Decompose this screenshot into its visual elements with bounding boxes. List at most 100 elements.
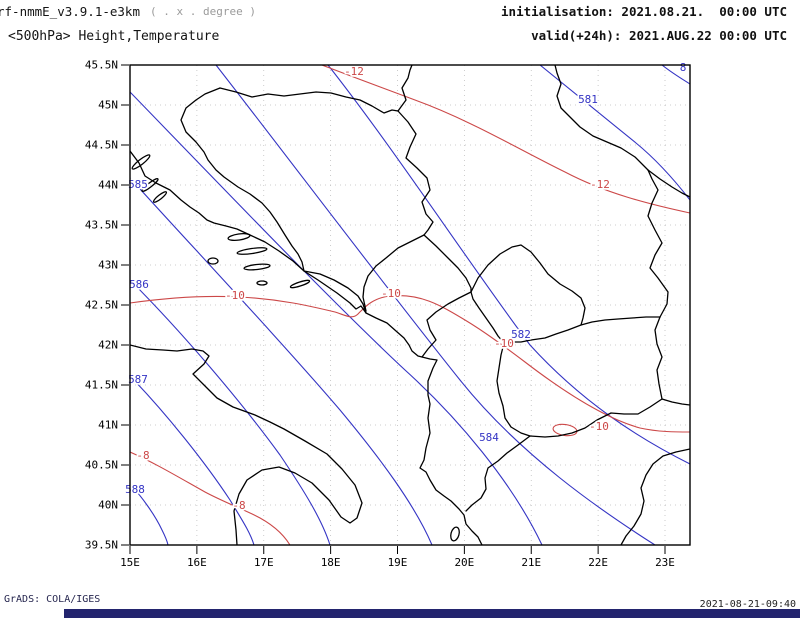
height-contour-585 (130, 177, 433, 545)
height-contour-582 (327, 65, 690, 465)
height-contour-583 (215, 65, 656, 545)
island (450, 526, 460, 542)
y-axis-label: 42.5N (85, 299, 118, 312)
initialisation-text: initialisation: 2021.08.21. 00:00 UTC (501, 4, 787, 19)
y-axis-label: 45.5N (85, 59, 118, 72)
temp-contour-label: -8 (232, 499, 245, 512)
x-axis-label: 21E (521, 556, 541, 569)
height-contours (130, 65, 690, 545)
height-contour-labels: 8 581 585 586 582 587 584 588 (123, 59, 688, 498)
x-axis-label: 18E (321, 556, 341, 569)
valid-time-text: valid(+24h): 2021.AUG.22 00:00 UTC (531, 28, 787, 43)
height-contour-label: 582 (511, 328, 531, 341)
y-axis-label: 41N (98, 419, 118, 432)
temperature-contour-labels: -12 -12 -10 -10 -10 -10 -8 -8 (135, 63, 612, 514)
border-drina-bosnia-serbia (397, 110, 434, 236)
border-greece-bulgaria (661, 398, 690, 406)
height-contour-586 (130, 279, 331, 545)
temp-contour-minus8 (130, 451, 291, 545)
border-kosovo-outline (470, 244, 586, 344)
grid-resolution-note: ( . x . degree ) (150, 5, 256, 18)
x-axis-label: 22E (588, 556, 608, 569)
plot-timestamp-text: 2021-08-21-09:40 (700, 599, 796, 610)
temp-contour-label: -10 (589, 420, 609, 433)
gridlines (130, 65, 690, 545)
border-serbia-macedonia (580, 316, 661, 326)
border-albania-greece (465, 435, 531, 512)
height-contour-587 (130, 375, 255, 545)
island (236, 247, 268, 255)
x-axis-label: 19E (388, 556, 408, 569)
island (243, 263, 271, 271)
height-contour-label: 581 (578, 93, 598, 106)
border-bosnia-south-coastal (303, 270, 367, 314)
x-axis: 15E 16E 17E 18E 19E 20E 21E 22E 23E (120, 546, 675, 569)
x-axis-label: 17E (254, 556, 274, 569)
bottom-bar[interactable] (64, 609, 800, 618)
border-serbia-romania (554, 65, 649, 171)
temp-contour-label: -12 (344, 65, 364, 78)
height-contour-label: 585 (128, 178, 148, 191)
border-montenegro-serbia (423, 234, 472, 293)
temp-contour-minus12 (321, 65, 690, 214)
height-contour-580 (661, 65, 690, 85)
field-title-text: <500hPa> Height,Temperature (8, 29, 219, 44)
temp-contour-label: -8 (136, 449, 149, 462)
x-axis-label: 20E (454, 556, 474, 569)
y-axis-label: 43N (98, 259, 118, 272)
y-axis-label: 41.5N (85, 379, 118, 392)
temp-contour-label: -10 (494, 337, 514, 350)
x-axis-label: 15E (120, 556, 140, 569)
y-axis: 45.5N 45N 44.5N 44N 43.5N 43N 42.5N 42N 41.5N 41N… (85, 59, 129, 552)
height-contour-label: 8 (680, 61, 687, 74)
temp-contour-label: -12 (590, 178, 610, 191)
coastline-adriatic-east (130, 150, 483, 545)
y-axis-label: 44.5N (85, 139, 118, 152)
height-contour-584 (130, 91, 543, 545)
island (227, 233, 251, 241)
x-axis-label: 16E (187, 556, 207, 569)
border-bosnia-montenegro (362, 234, 425, 312)
y-axis-label: 44N (98, 179, 118, 192)
temp-contour-label: -10 (225, 289, 245, 302)
border-croatia-bosnia-west (180, 87, 305, 272)
island (141, 177, 159, 193)
border-serbia-bulgaria (647, 169, 669, 318)
height-contour-label: 584 (479, 431, 499, 444)
island (207, 257, 219, 265)
border-macedonia-greece (529, 398, 663, 438)
island (256, 280, 268, 286)
island (289, 279, 311, 289)
height-contour-label: 588 (125, 483, 145, 496)
height-contour-588 (130, 483, 169, 545)
border-montenegro-albania (421, 291, 472, 358)
temp-contour-label: -10 (381, 287, 401, 300)
y-axis-label: 40.5N (85, 459, 118, 472)
border-croatia-serbia-danube (397, 65, 413, 112)
island (152, 191, 168, 203)
border-sava-bosnia-north (219, 87, 399, 114)
border-romania-bulgaria-danube (647, 169, 690, 198)
temp-contour-minus10 (130, 294, 690, 433)
grads-credit-text: GrADS: COLA/IGES (4, 594, 100, 605)
height-contour-label: 587 (128, 373, 148, 386)
y-axis-label: 40N (98, 499, 118, 512)
border-albania-macedonia (496, 342, 531, 437)
map-frame (129, 64, 691, 546)
y-axis-label: 43.5N (85, 219, 118, 232)
border-macedonia-bulgaria (654, 316, 663, 400)
temperature-contours (130, 65, 690, 545)
x-axis-label: 23E (655, 556, 675, 569)
coastlines-and-borders (130, 65, 690, 545)
y-axis-label: 42N (98, 339, 118, 352)
coastline-greece-thermaic (620, 448, 690, 545)
coastline-italy (130, 344, 363, 545)
height-contour-581 (539, 65, 690, 201)
y-axis-label: 45N (98, 99, 118, 112)
model-name-text: rf-nmmE_v3.9.1-e3km (0, 4, 140, 19)
y-axis-label: 39.5N (85, 539, 118, 552)
island (131, 154, 151, 170)
